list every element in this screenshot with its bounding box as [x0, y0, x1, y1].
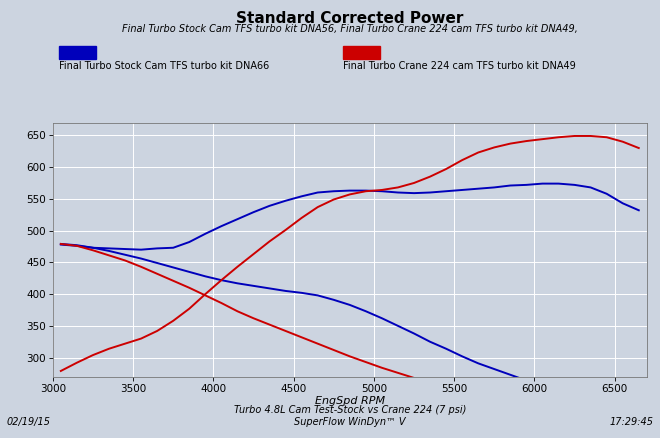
Text: 17:29:45: 17:29:45 — [609, 417, 653, 427]
Text: Standard Corrected Power: Standard Corrected Power — [236, 11, 463, 26]
Text: Final Turbo Stock Cam TFS turbo kit DNA56, Final Turbo Crane 224 cam TFS turbo k: Final Turbo Stock Cam TFS turbo kit DNA5… — [122, 24, 578, 34]
Text: Final Turbo Crane 224 cam TFS turbo kit DNA49: Final Turbo Crane 224 cam TFS turbo kit … — [343, 61, 576, 71]
Text: Final Turbo Stock Cam TFS turbo kit DNA66: Final Turbo Stock Cam TFS turbo kit DNA6… — [59, 61, 270, 71]
X-axis label: EngSpd RPM: EngSpd RPM — [315, 396, 385, 406]
Text: 02/19/15: 02/19/15 — [7, 417, 51, 427]
Text: Turbo 4.8L Cam Test-Stock vs Crane 224 (7 psi)
SuperFlow WinDyn™ V: Turbo 4.8L Cam Test-Stock vs Crane 224 (… — [234, 406, 466, 427]
